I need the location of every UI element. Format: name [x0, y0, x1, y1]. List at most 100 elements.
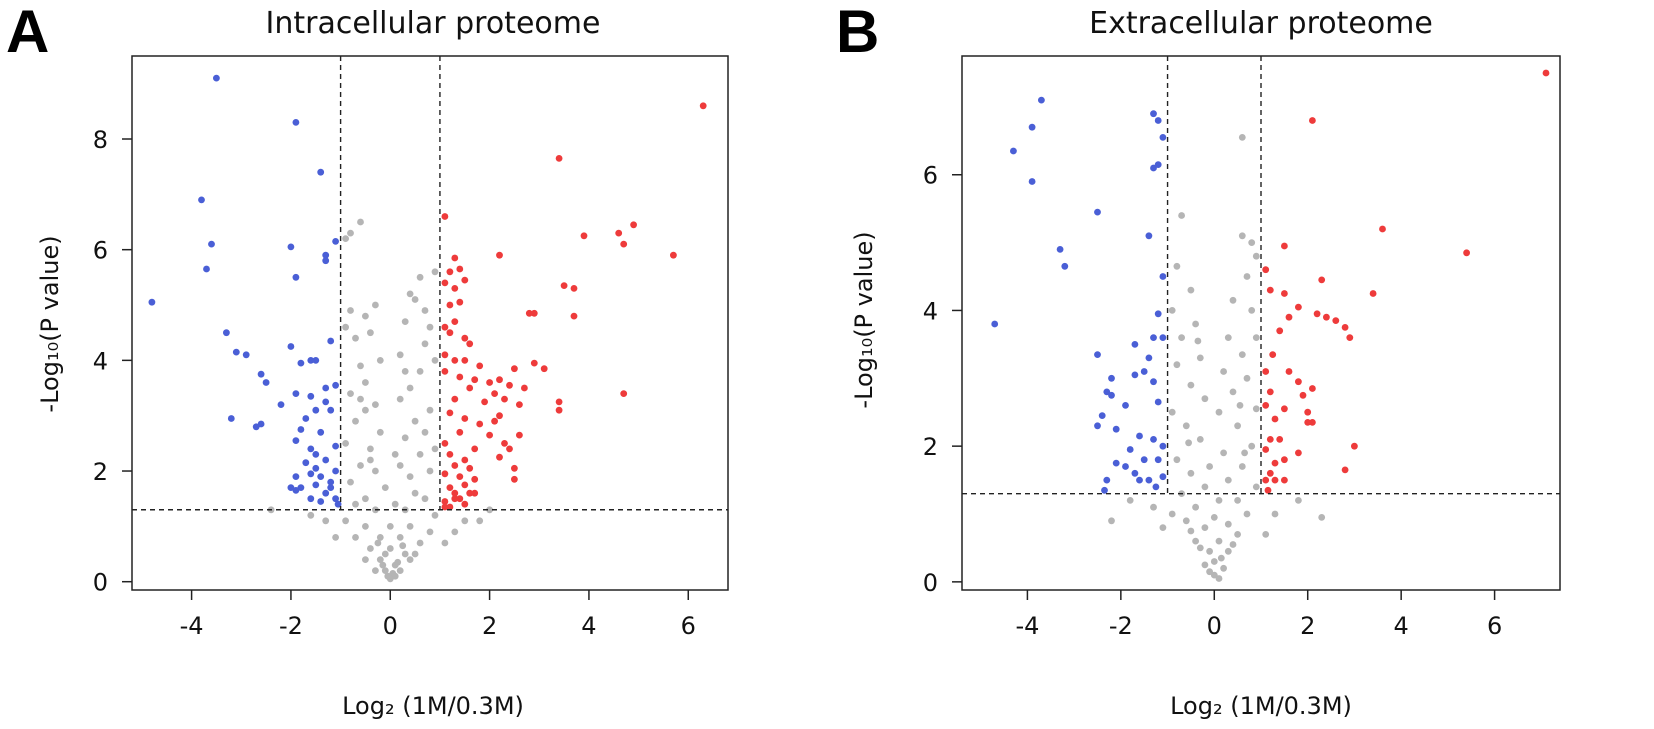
- not-significant-point: [1238, 463, 1246, 470]
- not-significant-point: [352, 417, 359, 425]
- not-significant-point: [431, 511, 439, 519]
- x-tick-label: 6: [681, 612, 696, 640]
- upregulated-point: [461, 334, 469, 342]
- downregulated-point: [1145, 354, 1153, 362]
- not-significant-point: [1252, 334, 1260, 341]
- downregulated-point: [322, 456, 330, 464]
- downregulated-point: [1145, 476, 1153, 484]
- downregulated-point: [1126, 446, 1134, 453]
- downregulated-point: [1094, 208, 1101, 216]
- upregulated-point: [496, 453, 503, 461]
- not-significant-point: [1229, 388, 1237, 396]
- upregulated-point: [1271, 476, 1279, 484]
- upregulated-point: [1281, 242, 1288, 250]
- downregulated-point: [292, 390, 300, 397]
- not-significant-point: [389, 570, 397, 577]
- panel-label: A: [6, 0, 49, 65]
- downregulated-point: [1140, 368, 1148, 375]
- downregulated-point: [297, 484, 305, 491]
- downregulated-point: [1150, 334, 1157, 341]
- not-significant-point: [1234, 497, 1241, 504]
- downregulated-point: [322, 257, 330, 265]
- not-significant-point: [486, 506, 493, 514]
- upregulated-point: [471, 475, 479, 483]
- downregulated-point: [322, 489, 330, 497]
- not-significant-point: [362, 379, 369, 386]
- not-significant-point: [401, 434, 409, 442]
- upregulated-point: [476, 362, 484, 370]
- x-tick-label: 2: [482, 612, 497, 640]
- upregulated-point: [456, 428, 464, 436]
- upregulated-point: [1262, 476, 1270, 484]
- not-significant-point: [342, 440, 349, 447]
- downregulated-point: [262, 379, 270, 386]
- upregulated-point: [451, 495, 459, 503]
- upregulated-point: [491, 417, 498, 425]
- not-significant-point: [372, 301, 379, 309]
- downregulated-point: [327, 478, 335, 486]
- not-significant-point: [426, 323, 434, 331]
- not-significant-point: [1238, 232, 1246, 240]
- not-significant-point: [396, 534, 404, 541]
- downregulated-point: [1136, 476, 1143, 484]
- not-significant-point: [357, 362, 364, 370]
- x-tick-label: -4: [180, 612, 204, 640]
- upregulated-point: [615, 229, 623, 237]
- downregulated-point: [307, 470, 315, 478]
- downregulated-point: [1131, 469, 1139, 477]
- downregulated-point: [1094, 351, 1101, 358]
- upregulated-point: [446, 268, 454, 276]
- not-significant-point: [342, 323, 349, 331]
- not-significant-point: [1248, 307, 1256, 314]
- panel-b: B Extracellular proteome Log₂ (1M/0.3M) …: [820, 0, 1654, 729]
- not-significant-point: [1220, 449, 1227, 457]
- upregulated-point: [1266, 286, 1274, 294]
- upregulated-point: [441, 213, 449, 220]
- downregulated-point: [1154, 456, 1162, 464]
- downregulated-point: [257, 420, 265, 428]
- upregulated-point: [461, 500, 469, 508]
- upregulated-point: [521, 384, 528, 392]
- upregulated-point: [1271, 415, 1279, 423]
- not-significant-point: [426, 406, 434, 414]
- not-significant-point: [1178, 212, 1185, 219]
- not-significant-point: [1192, 320, 1199, 328]
- not-significant-point: [372, 467, 379, 475]
- not-significant-point: [1196, 354, 1204, 362]
- downregulated-point: [307, 357, 315, 364]
- not-significant-point: [1192, 537, 1199, 545]
- downregulated-point: [307, 392, 315, 400]
- not-significant-point: [416, 451, 424, 458]
- not-significant-point: [411, 296, 419, 303]
- not-significant-point: [1178, 334, 1185, 341]
- downregulated-point: [292, 273, 300, 281]
- upregulated-point: [555, 155, 563, 162]
- not-significant-point: [416, 539, 424, 547]
- upregulated-point: [1269, 351, 1277, 358]
- downregulated-point: [1159, 334, 1167, 341]
- volcano-plot-b: B Extracellular proteome Log₂ (1M/0.3M) …: [836, 0, 1561, 720]
- not-significant-point: [367, 329, 374, 337]
- upregulated-point: [466, 340, 474, 348]
- downregulated-point: [312, 481, 320, 489]
- not-significant-point: [1187, 469, 1195, 477]
- chart-title: Intracellular proteome: [266, 6, 601, 41]
- downregulated-point: [322, 384, 330, 392]
- x-tick-label: -4: [1015, 612, 1039, 640]
- upregulated-point: [1309, 385, 1316, 392]
- downregulated-point: [1150, 378, 1157, 386]
- not-significant-point: [357, 462, 364, 469]
- upregulated-point: [1264, 486, 1272, 494]
- not-significant-point: [1238, 134, 1246, 141]
- x-tick-label: 6: [1487, 612, 1502, 640]
- upregulated-point: [451, 462, 459, 469]
- upregulated-point: [1313, 310, 1321, 318]
- upregulated-point: [446, 301, 454, 309]
- x-tick-label: 0: [383, 612, 398, 640]
- downregulated-point: [327, 484, 335, 491]
- downregulated-point: [1028, 123, 1036, 131]
- upregulated-point: [1266, 436, 1274, 443]
- not-significant-point: [1201, 524, 1209, 531]
- downregulated-point: [991, 320, 999, 328]
- downregulated-point: [327, 406, 335, 414]
